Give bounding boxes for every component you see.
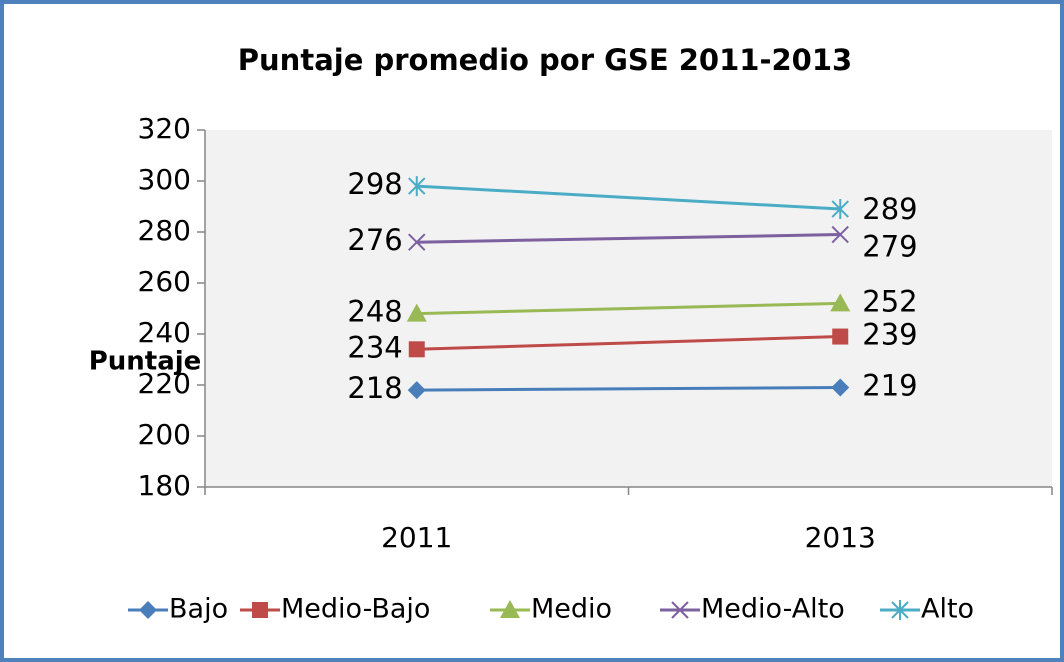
- y-tick-label: 200: [138, 418, 191, 451]
- marker: [408, 233, 426, 251]
- y-tick-label: 240: [138, 316, 191, 349]
- marker: [671, 601, 689, 619]
- series-line: [416, 184, 841, 211]
- chart-title: Puntaje promedio por GSE 2011-2013: [238, 43, 852, 77]
- legend-item: Bajo: [128, 594, 228, 625]
- legend-item: Medio: [490, 594, 612, 625]
- legend-item: Medio-Alto: [660, 594, 845, 625]
- marker: [831, 225, 849, 244]
- marker: [408, 341, 425, 358]
- y-tick-label: 180: [138, 469, 191, 502]
- marker: [831, 199, 849, 220]
- series-line: [416, 335, 841, 351]
- data-label: 276: [347, 223, 402, 257]
- x-tick-label: 2013: [805, 521, 876, 554]
- y-tick-label: 300: [138, 163, 191, 196]
- marker: [831, 378, 850, 397]
- marker: [252, 602, 268, 618]
- y-tick-label: 260: [138, 265, 191, 298]
- legend-label: Medio-Bajo: [281, 594, 430, 625]
- series-line: [416, 233, 841, 244]
- marker: [139, 601, 157, 619]
- data-label: 252: [862, 284, 917, 318]
- data-label: 289: [862, 192, 917, 226]
- marker: [406, 303, 427, 322]
- y-tick-label: 220: [138, 367, 191, 400]
- marker: [832, 328, 849, 345]
- legend-label: Alto: [921, 594, 974, 625]
- marker: [891, 600, 909, 620]
- legend-label: Medio: [531, 594, 612, 625]
- legend-label: Medio-Alto: [701, 594, 845, 625]
- data-label: 298: [347, 167, 402, 201]
- legend-label: Bajo: [169, 594, 228, 625]
- marker: [830, 293, 851, 312]
- legend-item: Medio-Bajo: [240, 594, 430, 625]
- series-line: [416, 386, 841, 392]
- data-label: 239: [862, 318, 917, 352]
- series-line: [416, 301, 841, 316]
- y-tick-label: 320: [138, 112, 191, 145]
- data-label: 248: [347, 295, 402, 329]
- x-tick-label: 2011: [381, 521, 452, 554]
- legend-item: Alto: [880, 594, 974, 625]
- data-label: 234: [347, 330, 402, 364]
- y-tick-label: 280: [138, 214, 191, 247]
- data-label: 279: [862, 230, 917, 264]
- marker: [408, 176, 426, 197]
- y-axis-label: Puntaje: [89, 347, 202, 377]
- data-label: 218: [347, 371, 402, 405]
- marker: [407, 381, 426, 400]
- data-label: 219: [862, 369, 917, 403]
- marker: [500, 600, 520, 618]
